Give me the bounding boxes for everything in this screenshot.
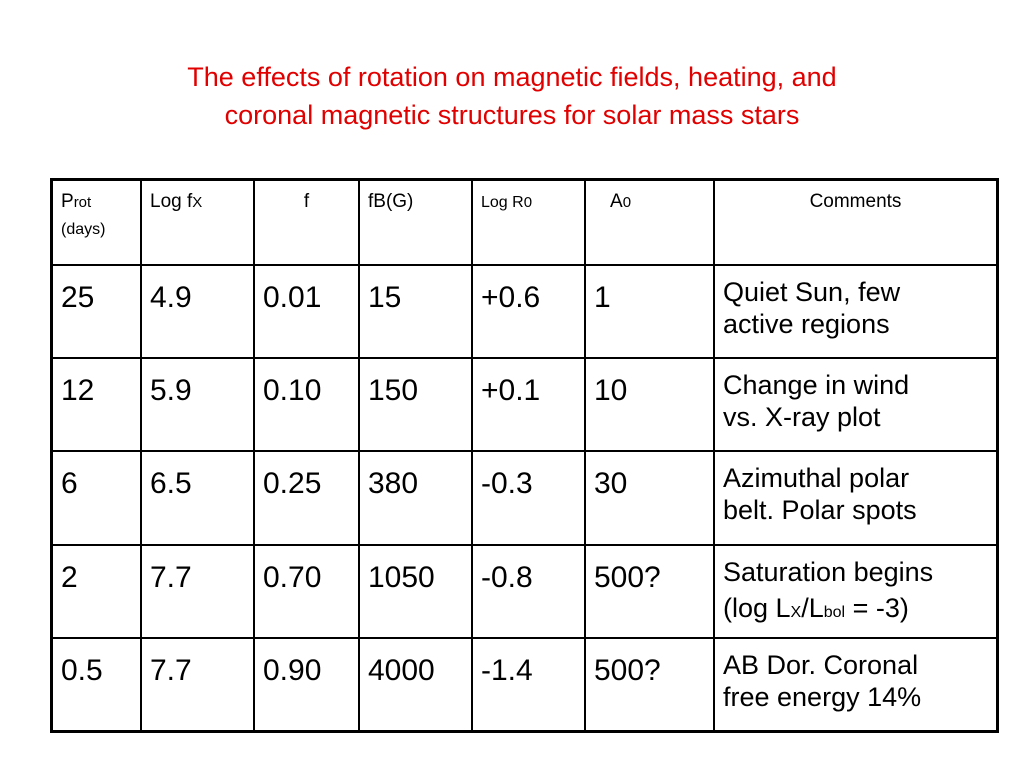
header-logr0-subscript: 0 [523,194,533,211]
header-logfx-subscript: X [192,194,203,211]
cell-fb: 4000 [358,637,473,733]
cell-logfx: 7.7 [140,637,255,733]
header-comments-label: Comments [809,191,902,212]
title-line-2: coronal magnetic structures for solar ma… [224,100,800,130]
cell-logr0: -0.8 [471,543,586,640]
header-a0-subscript: 0 [622,194,632,211]
cell-logr0: +0.1 [471,357,586,453]
table-row: 6 6.5 0.25 380 -0.3 30 Azimuthal polar b… [50,450,999,546]
header-logfx-label: Log f [150,191,193,212]
header-prot-unit: (days) [61,221,106,238]
cell-prot: 12 [50,357,142,453]
comment-text: /L [801,592,824,623]
cell-a0: 30 [584,450,715,546]
comment-subscript: bol [823,603,846,621]
cell-comment: AB Dor. Coronal free energy 14% [713,637,999,733]
header-fbg-label: fB(G) [368,191,414,212]
cell-a0: 500? [584,637,715,733]
cell-f: 0.70 [253,543,360,640]
cell-logfx: 5.9 [140,357,255,453]
header-comments: Comments [713,178,999,266]
cell-prot: 25 [50,263,142,360]
cell-prot: 6 [50,450,142,546]
cell-a0: 500? [584,543,715,640]
rotation-effects-table: Prot (days) Log fX f fB(G) Log R0 A0 Com… [50,178,999,733]
comment-line-2: free energy 14% [723,682,922,713]
table-row: 25 4.9 0.01 15 +0.6 1 Quiet Sun, few act… [50,263,999,360]
slide-title: The effects of rotation on magnetic fiel… [40,58,984,134]
comment-line-2: belt. Polar spots [723,495,917,526]
header-logr0: Log R0 [471,178,586,266]
cell-a0: 10 [584,357,715,453]
cell-logfx: 6.5 [140,450,255,546]
table-row: 2 7.7 0.70 1050 -0.8 500? Saturation beg… [50,543,999,640]
cell-logr0: -0.3 [471,450,586,546]
header-f-label: f [303,191,310,212]
comment-line-1: Change in wind [723,370,910,401]
cell-logr0: +0.6 [471,263,586,360]
cell-fb: 1050 [358,543,473,640]
cell-prot: 2 [50,543,142,640]
cell-prot: 0.5 [50,637,142,733]
cell-a0: 1 [584,263,715,360]
cell-f: 0.25 [253,450,360,546]
cell-logfx: 4.9 [140,263,255,360]
comment-line-2: active regions [723,308,890,339]
header-a0-label: A [610,191,623,212]
header-a0: A0 [584,178,715,266]
cell-comment: Azimuthal polar belt. Polar spots [713,450,999,546]
table-row: 0.5 7.7 0.90 4000 -1.4 500? AB Dor. Coro… [50,637,999,733]
cell-comment: Saturation begins (log LX/Lbol = -3) [713,543,999,640]
cell-logfx: 7.7 [140,543,255,640]
header-prot: Prot (days) [50,178,142,266]
comment-line-1: Azimuthal polar [723,463,910,494]
comment-text: (log L [723,592,791,623]
table-row: 12 5.9 0.10 150 +0.1 10 Change in wind v… [50,357,999,453]
title-line-1: The effects of rotation on magnetic fiel… [187,62,837,92]
header-f: f [253,178,360,266]
cell-comment: Change in wind vs. X-ray plot [713,357,999,453]
cell-f: 0.90 [253,637,360,733]
comment-line-1: Quiet Sun, few [723,276,901,307]
comment-subscript: X [790,603,802,621]
cell-f: 0.01 [253,263,360,360]
cell-logr0: -1.4 [471,637,586,733]
comment-line-1: Saturation begins [723,556,934,587]
header-logfx: Log fX [140,178,255,266]
comment-line-1: AB Dor. Coronal [723,650,919,681]
header-prot-label: P [61,191,74,212]
header-row: Prot (days) Log fX f fB(G) Log R0 A0 Com… [50,178,999,266]
cell-fb: 150 [358,357,473,453]
comment-line-2: (log LX/Lbol = -3) [723,592,996,629]
cell-comment: Quiet Sun, few active regions [713,263,999,360]
cell-f: 0.10 [253,357,360,453]
comment-text: = -3) [845,592,909,623]
header-prot-subscript: rot [73,194,92,211]
comment-line-2: vs. X-ray plot [723,402,881,433]
header-logr0-label: Log R [481,194,524,211]
cell-fb: 15 [358,263,473,360]
header-fbg: fB(G) [358,178,473,266]
cell-fb: 380 [358,450,473,546]
